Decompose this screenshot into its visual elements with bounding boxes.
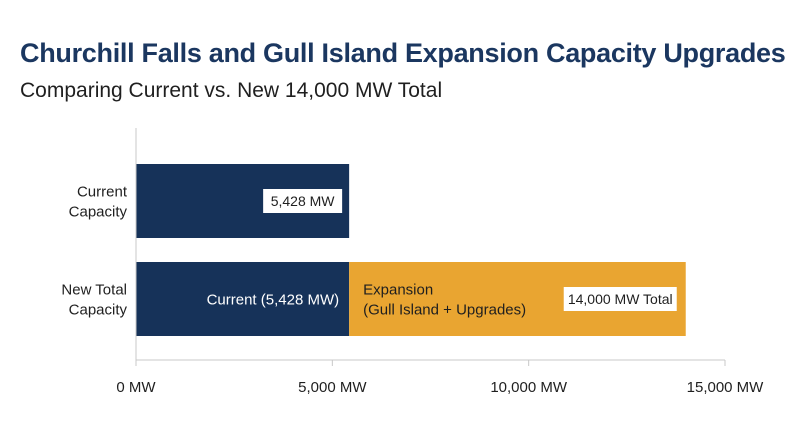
- chart-subtitle: Comparing Current vs. New 14,000 MW Tota…: [20, 79, 443, 102]
- bar-current: [136, 262, 350, 336]
- current-value-label: 5,428 MW: [271, 193, 336, 209]
- current-value-box: [263, 189, 343, 213]
- chart-title: Churchill Falls and Gull Island Expansio…: [20, 38, 786, 68]
- total-value-label: 14,000 MW Total: [568, 291, 673, 307]
- category-label: Current Capacity: [69, 183, 128, 220]
- x-tick-label: 15,000 MW: [687, 379, 765, 396]
- x-tick-label: 10,000 MW: [490, 379, 568, 396]
- category-label: New Total Capacity: [61, 281, 127, 318]
- x-tick-label: 5,000 MW: [298, 379, 367, 396]
- x-tick-label: 0 MW: [116, 379, 156, 396]
- current-segment-label: Current (5,428 MW): [207, 291, 340, 308]
- expansion-segment-label: Expansion (Gull Island + Upgrades): [363, 281, 526, 318]
- total-value-box: [563, 287, 677, 311]
